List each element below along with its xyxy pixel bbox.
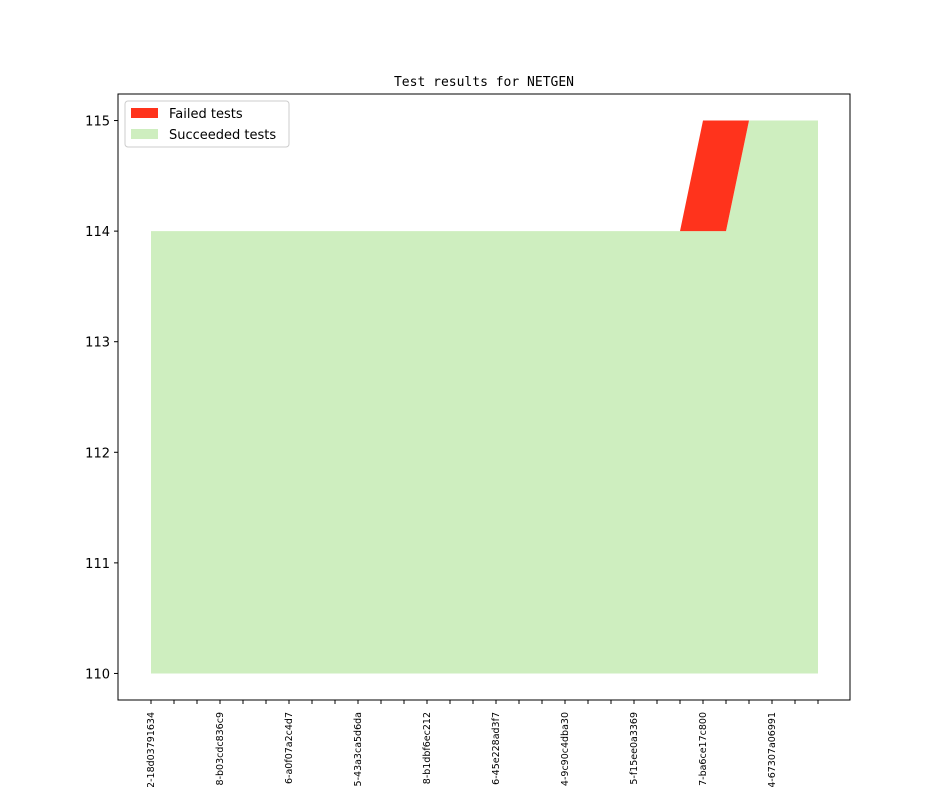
x-tick-label: 5-f15ee0a3369	[629, 712, 640, 785]
x-tick-label: 6-45e228ad3f7	[491, 712, 502, 785]
plot-frame	[117, 93, 851, 701]
x-tick-label: 7-ba6ce17c800	[698, 712, 709, 786]
chart-title: Test results for NETGEN	[394, 75, 574, 90]
x-tick-label: 6-a0f07a2c4d7	[284, 712, 295, 784]
x-tick-label: 8-b03cdc836c9	[215, 712, 226, 785]
legend-swatch	[131, 108, 158, 118]
y-tick-label: 113	[85, 336, 110, 351]
x-tick-label: 8-b1dbf6ec212	[422, 712, 433, 784]
y-tick-label: 115	[85, 115, 110, 130]
y-tick-label: 110	[85, 667, 110, 682]
y-tick-label: 114	[85, 225, 110, 240]
x-tick-label: 5-43a3ca5d6da	[353, 712, 364, 786]
y-tick-label: 112	[85, 446, 110, 461]
legend-label: Failed tests	[169, 107, 243, 122]
x-tick-label: 4-9c90c4dba30	[560, 712, 571, 786]
area	[151, 120, 818, 674]
legend: Failed tests Succeeded tests	[124, 100, 290, 148]
y-tick-label: 111	[85, 557, 110, 572]
x-tick-label: 2-18d03791634	[146, 712, 157, 787]
legend-box	[124, 100, 290, 148]
legend-swatch	[131, 129, 158, 139]
x-tick-label: 4-67307a06991	[767, 712, 778, 787]
legend-label: Succeeded tests	[169, 128, 276, 143]
